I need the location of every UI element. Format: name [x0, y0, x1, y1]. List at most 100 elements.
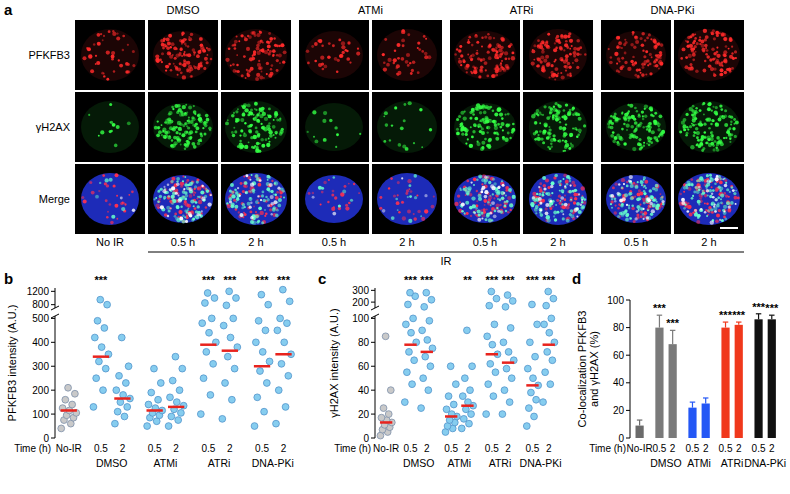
foci	[632, 63, 634, 65]
foci	[169, 126, 173, 130]
foci	[379, 196, 382, 199]
foci	[240, 213, 244, 217]
foci	[262, 220, 266, 224]
foci	[397, 194, 399, 196]
foci	[250, 136, 253, 139]
foci	[506, 66, 510, 70]
foci	[535, 205, 539, 209]
foci	[561, 203, 563, 205]
foci	[610, 56, 612, 58]
foci	[407, 210, 411, 214]
foci	[266, 175, 270, 179]
foci	[312, 192, 315, 195]
foci	[253, 118, 255, 120]
foci	[485, 218, 488, 221]
foci	[491, 48, 494, 51]
foci	[272, 125, 276, 129]
micrograph	[601, 20, 671, 90]
foci	[255, 149, 259, 153]
image-background	[601, 20, 671, 90]
foci	[197, 187, 199, 189]
foci	[576, 129, 578, 131]
image-background	[299, 164, 369, 234]
foci	[486, 144, 490, 148]
foci	[660, 43, 664, 47]
foci	[642, 50, 644, 52]
foci	[256, 221, 259, 224]
foci	[458, 60, 462, 64]
foci	[272, 55, 274, 57]
foci	[641, 63, 645, 67]
foci	[552, 116, 555, 119]
foci	[562, 213, 564, 215]
foci	[270, 68, 272, 70]
foci	[512, 195, 516, 199]
nucleus	[81, 173, 139, 225]
treatment-header: DNA-PKi	[650, 4, 694, 16]
foci	[417, 71, 420, 74]
foci	[483, 111, 487, 115]
foci	[418, 48, 421, 51]
image-background	[148, 20, 218, 90]
foci	[167, 51, 171, 55]
foci	[650, 38, 652, 40]
foci	[199, 37, 203, 41]
foci	[171, 195, 175, 199]
foci	[240, 129, 243, 132]
foci	[576, 135, 579, 138]
foci	[456, 48, 458, 50]
foci	[262, 112, 266, 116]
foci	[192, 48, 196, 52]
foci	[408, 188, 410, 190]
foci	[206, 54, 208, 56]
foci	[170, 69, 173, 72]
foci	[542, 114, 544, 116]
foci	[540, 41, 544, 45]
foci	[569, 133, 573, 137]
foci	[210, 194, 212, 196]
foci	[257, 220, 260, 223]
foci	[187, 120, 189, 122]
foci	[155, 203, 159, 207]
foci	[649, 53, 652, 56]
foci	[197, 114, 200, 117]
foci	[487, 51, 490, 54]
foci	[163, 40, 165, 42]
foci	[247, 35, 249, 37]
image-content	[153, 31, 213, 80]
foci	[490, 106, 493, 109]
foci	[162, 47, 165, 50]
foci	[173, 46, 177, 50]
foci	[197, 65, 200, 68]
foci	[87, 47, 91, 51]
foci	[470, 126, 472, 128]
image-background	[372, 20, 442, 90]
foci	[168, 195, 170, 197]
foci	[425, 38, 427, 40]
foci	[539, 130, 542, 133]
foci	[267, 204, 270, 207]
foci	[265, 212, 268, 215]
foci	[157, 200, 160, 203]
micrograph	[523, 92, 593, 162]
foci	[402, 29, 405, 32]
foci	[101, 72, 104, 75]
foci	[338, 38, 341, 41]
foci	[642, 66, 645, 69]
foci	[334, 126, 337, 129]
foci	[186, 112, 188, 114]
row-label: Merge	[39, 193, 70, 205]
foci	[268, 114, 272, 118]
foci	[311, 45, 314, 48]
foci	[274, 44, 277, 47]
foci	[545, 211, 549, 215]
image-background	[148, 164, 218, 234]
foci	[166, 46, 170, 50]
foci	[197, 205, 200, 208]
foci	[408, 101, 412, 105]
foci	[233, 127, 235, 129]
foci	[466, 71, 468, 73]
foci	[237, 187, 239, 189]
foci	[498, 186, 501, 189]
foci	[559, 47, 563, 51]
